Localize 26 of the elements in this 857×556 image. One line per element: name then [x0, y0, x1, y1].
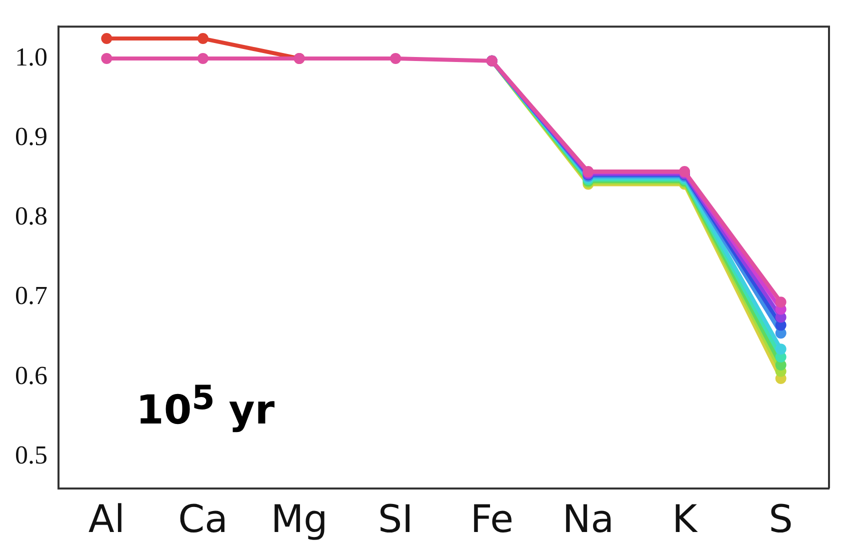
- y-tick-label: 0.8: [15, 202, 48, 231]
- x-tick-label: Al: [88, 497, 125, 542]
- point: [775, 328, 786, 339]
- point: [775, 320, 786, 331]
- y-tick-label: 0.5: [15, 440, 48, 470]
- y-tick-label: 0.6: [15, 360, 48, 390]
- x-tick-label: Mg: [270, 497, 328, 542]
- y-tick-label: 0.9: [15, 122, 48, 151]
- y-tick-label: 1.0: [15, 42, 48, 72]
- point: [197, 33, 208, 44]
- x-tick-label: Na: [562, 497, 614, 542]
- point: [775, 312, 786, 323]
- x-tick-label: K: [672, 497, 698, 542]
- x-tick-label: SI: [378, 497, 414, 542]
- point: [101, 33, 112, 44]
- point: [101, 52, 112, 64]
- point: [775, 344, 786, 355]
- x-tick-label: Ca: [178, 497, 228, 542]
- y-tick-label: 0.7: [15, 281, 48, 310]
- point: [775, 352, 786, 363]
- point: [390, 52, 402, 64]
- x-tick-label: Fe: [470, 497, 514, 542]
- point: [775, 296, 786, 308]
- annotation: 10$^{5}$ yr: [136, 378, 275, 434]
- x-tick-label: S: [768, 497, 793, 542]
- point: [197, 52, 208, 64]
